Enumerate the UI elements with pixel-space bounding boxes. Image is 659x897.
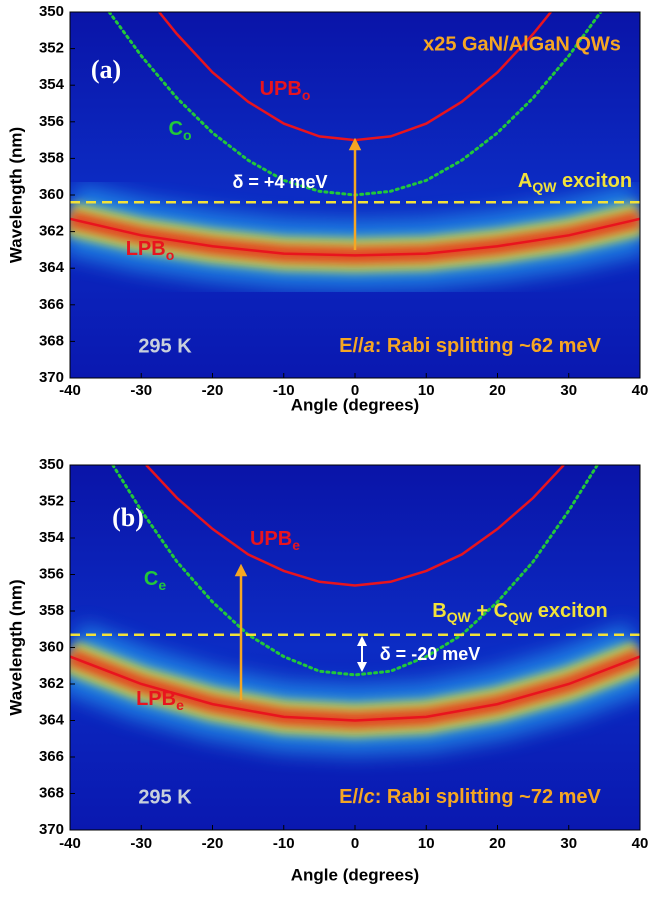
annotation: UPBe xyxy=(250,528,300,552)
temperature-label: 295 K xyxy=(138,786,192,808)
y-tick-label: 360 xyxy=(39,186,64,203)
text-part: LPB xyxy=(136,688,176,710)
detuning-label: δ = +4 meV xyxy=(233,172,328,192)
x-axis-label: Angle (degrees) xyxy=(291,865,419,884)
temperature-label: 295 K xyxy=(138,335,192,357)
annotation: E//c: Rabi splitting ~72 meV xyxy=(339,786,601,808)
y-axis-label: Wavelength (nm) xyxy=(6,579,25,715)
heatmap-background xyxy=(70,465,640,830)
text-part: : Rabi splitting ~72 meV xyxy=(375,786,602,808)
x-tick-label: -20 xyxy=(202,382,224,399)
text-part: C xyxy=(144,568,158,590)
y-tick-label: 358 xyxy=(39,602,64,619)
x-axis-label: Angle (degrees) xyxy=(291,395,419,414)
x-tick-label: 40 xyxy=(632,382,649,399)
y-tick-label: 366 xyxy=(39,748,64,765)
text-part: o xyxy=(183,127,192,143)
annotation: Co xyxy=(168,118,191,142)
y-tick-label: 352 xyxy=(39,40,64,57)
y-tick-label: 366 xyxy=(39,296,64,313)
text-part: exciton xyxy=(556,170,632,192)
x-tick-label: 20 xyxy=(489,835,506,852)
annotation: LPBe xyxy=(136,688,184,712)
text-part: E// xyxy=(339,786,364,808)
plot-clip xyxy=(70,12,640,291)
annotation: Ce xyxy=(144,568,166,592)
x-tick-label: 10 xyxy=(418,835,435,852)
detuning-label: δ = -20 meV xyxy=(380,644,480,664)
series-line xyxy=(70,217,640,257)
text-part: QW xyxy=(508,609,533,625)
series-line xyxy=(145,465,565,587)
text-part: exciton xyxy=(532,600,608,622)
annotation: AQW exciton xyxy=(518,170,632,194)
y-tick-label: 350 xyxy=(39,456,64,473)
y-tick-label: 354 xyxy=(39,529,65,546)
text-part: QW xyxy=(532,179,557,195)
x-tick-label: 0 xyxy=(351,835,359,852)
y-tick-label: 370 xyxy=(39,369,64,386)
text-part: o xyxy=(166,247,175,263)
x-tick-label: -40 xyxy=(59,382,81,399)
x-tick-label: -30 xyxy=(130,382,152,399)
annotation: LPBo xyxy=(126,238,175,262)
x-tick-label: 30 xyxy=(560,835,577,852)
text-part: e xyxy=(158,577,166,593)
plot-clip xyxy=(70,465,640,756)
x-tick-label: 0 xyxy=(351,382,359,399)
x-tick-label: -20 xyxy=(202,835,224,852)
panel-label: (a) xyxy=(91,55,121,84)
panel-label: (b) xyxy=(112,503,144,532)
x-tick-label: -30 xyxy=(130,835,152,852)
y-tick-label: 370 xyxy=(39,821,64,838)
y-tick-label: 358 xyxy=(39,149,64,166)
text-part: A xyxy=(518,170,532,192)
text-part: QW xyxy=(447,609,472,625)
y-tick-label: 350 xyxy=(39,3,64,20)
chart-title: x25 GaN/AlGaN QWs xyxy=(423,33,621,55)
text-part: e xyxy=(176,697,184,713)
text-part: : Rabi splitting ~62 meV xyxy=(375,335,602,357)
annotation: UPBo xyxy=(260,78,311,102)
text-part: LPB xyxy=(126,238,166,260)
y-axis-label: Wavelength (nm) xyxy=(6,127,25,263)
y-tick-label: 362 xyxy=(39,675,64,692)
y-tick-label: 364 xyxy=(39,259,65,276)
y-tick-label: 356 xyxy=(39,113,64,130)
text-part: a xyxy=(364,335,375,357)
series-line xyxy=(111,465,599,677)
x-tick-label: 30 xyxy=(560,382,577,399)
text-part: E// xyxy=(339,335,364,357)
text-part: UPB xyxy=(250,528,292,550)
annotation: E//a: Rabi splitting ~62 meV xyxy=(339,335,601,357)
text-part: o xyxy=(302,87,311,103)
text-part: C xyxy=(168,118,182,140)
annotation: BQW + CQW exciton xyxy=(432,600,608,624)
text-part: c xyxy=(364,786,375,808)
y-tick-label: 362 xyxy=(39,223,64,240)
y-tick-label: 364 xyxy=(39,711,65,728)
x-tick-label: -10 xyxy=(273,382,295,399)
text-part: e xyxy=(292,537,300,553)
x-tick-label: -10 xyxy=(273,835,295,852)
y-tick-label: 356 xyxy=(39,565,64,582)
text-part: B xyxy=(432,600,446,622)
y-tick-label: 368 xyxy=(39,784,64,801)
y-tick-label: 352 xyxy=(39,492,64,509)
y-tick-label: 354 xyxy=(39,76,65,93)
x-tick-label: 40 xyxy=(632,835,649,852)
series-line xyxy=(70,655,640,722)
y-tick-label: 360 xyxy=(39,638,64,655)
x-tick-label: -40 xyxy=(59,835,81,852)
y-tick-label: 368 xyxy=(39,332,64,349)
x-tick-label: 20 xyxy=(489,382,506,399)
text-part: + C xyxy=(471,600,508,622)
x-tick-label: 10 xyxy=(418,382,435,399)
text-part: UPB xyxy=(260,78,302,100)
